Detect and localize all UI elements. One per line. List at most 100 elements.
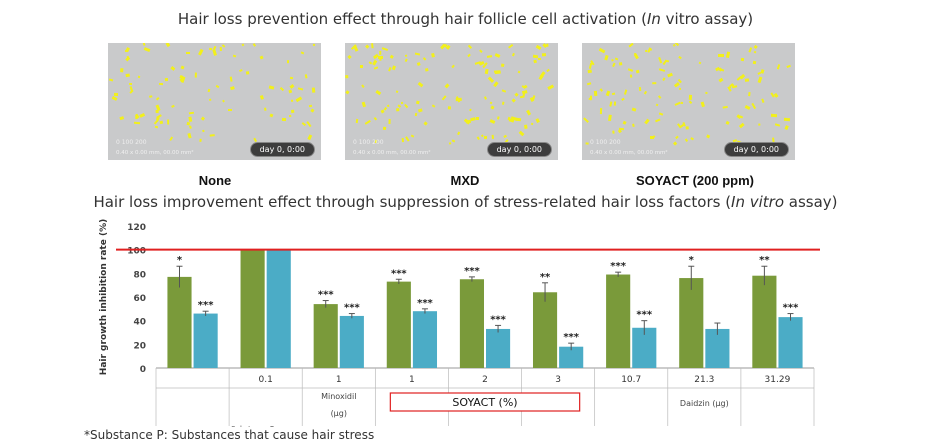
image-info-text: 0.40 x 0.00 mm, 00.00 mm² [116,150,194,156]
cell-dot [143,47,151,53]
cell-dot [678,78,683,83]
cell-dot [487,76,494,83]
bar [705,328,730,368]
cell-dot [230,86,235,90]
cell-dot [533,59,537,63]
cell-dot [443,43,448,48]
cell-dot [417,82,424,88]
cell-dot [308,105,312,108]
cell-dot [492,81,499,88]
cell-dot [148,95,153,98]
cell-dot [675,43,680,47]
cell-dot [304,74,308,79]
cell-dot [771,113,778,117]
significance-mark: *** [636,310,652,321]
cell-dot [109,78,114,82]
cell-dot [422,121,428,127]
footnote: *Substance P: Substances that cause hair… [84,428,375,442]
cell-dot [680,101,684,104]
cell-dot [167,119,170,125]
micrograph-none: 0 100 200 0.40 x 0.00 mm, 00.00 mm² day … [108,43,321,160]
cell-dot [658,112,663,116]
cell-dot [655,104,660,108]
cell-dot [245,71,249,75]
figure-title-top: Hair loss prevention effect through hair… [177,10,754,28]
cell-dot [154,119,159,125]
cell-dot [281,117,287,122]
cell-dot [386,104,390,108]
group-label-minoxidil-unit: (μg) [331,409,347,418]
cell-dot [607,114,612,121]
cell-dot [605,90,610,96]
cell-dot [700,101,705,108]
cell-dot [587,69,593,74]
cell-dot [444,83,450,89]
cell-dot [165,43,171,47]
cell-dot [365,119,372,125]
time-badge: day 0, 0:00 [723,142,789,157]
cell-dot [740,57,744,62]
cell-dot [732,85,738,89]
cell-dot [310,108,315,113]
cell-dot [489,119,496,124]
cell-dot [486,54,492,58]
significance-mark: *** [610,261,626,272]
cell-dot [756,71,761,76]
cell-dot [133,122,140,125]
cell-dot [169,136,174,142]
cell-dot [718,53,725,58]
cell-dot [610,59,614,62]
cell-dot [155,104,161,111]
cell-dot [389,54,394,59]
cell-dot [124,49,128,53]
cell-dot [675,135,679,139]
cell-dot [521,90,528,94]
bar [459,279,484,368]
cell-dot [497,116,500,120]
cell-dot [489,101,493,105]
cell-dot [301,51,305,55]
cell-dot [371,59,378,66]
cell-dot [410,134,414,138]
cell-dot [210,133,216,137]
cell-dot [635,69,640,74]
cell-dot [397,104,401,108]
cell-dot [170,66,176,71]
scale-bar-text: 0 100 200 [590,139,621,146]
cell-dot [380,109,385,115]
cell-dot [786,64,791,68]
cell-dot [414,52,420,56]
cell-dot [725,121,730,126]
bar-chart: 0 20 40 60 80 100 120 Hair growth inhibition ra… [84,216,822,433]
bar [559,346,584,368]
cell-dot [753,50,757,54]
group-label-soyact: SOYACT (%) [452,396,517,409]
x-tick-label: 2 [482,375,488,385]
cell-dot [417,108,423,113]
cell-dot [395,108,400,112]
cell-dot [503,134,508,139]
bar [412,311,438,368]
cell-dot [770,91,775,98]
cell-dot [757,76,763,83]
time-badge: day 0, 0:00 [486,142,552,157]
cell-dot [525,109,532,116]
cell-dot [652,135,656,138]
cell-dot [361,101,367,109]
cell-dot [468,44,473,49]
cell-dot [706,134,711,139]
cell-dot [639,86,642,92]
cell-dot [500,63,505,68]
label-soyact: SOYACT (200 ppm) [636,173,754,188]
cell-dot [753,45,758,50]
cell-dot [785,125,790,130]
cell-dot [545,69,550,73]
figure-title-chart: Hair loss improvement effect through sup… [93,193,838,211]
cell-dot [187,132,192,138]
cell-dot [685,125,689,130]
cell-dot [600,88,604,92]
cell-dot [634,53,639,60]
cell-dot [621,120,627,125]
cell-dot [530,122,534,126]
cell-dot [476,136,480,141]
